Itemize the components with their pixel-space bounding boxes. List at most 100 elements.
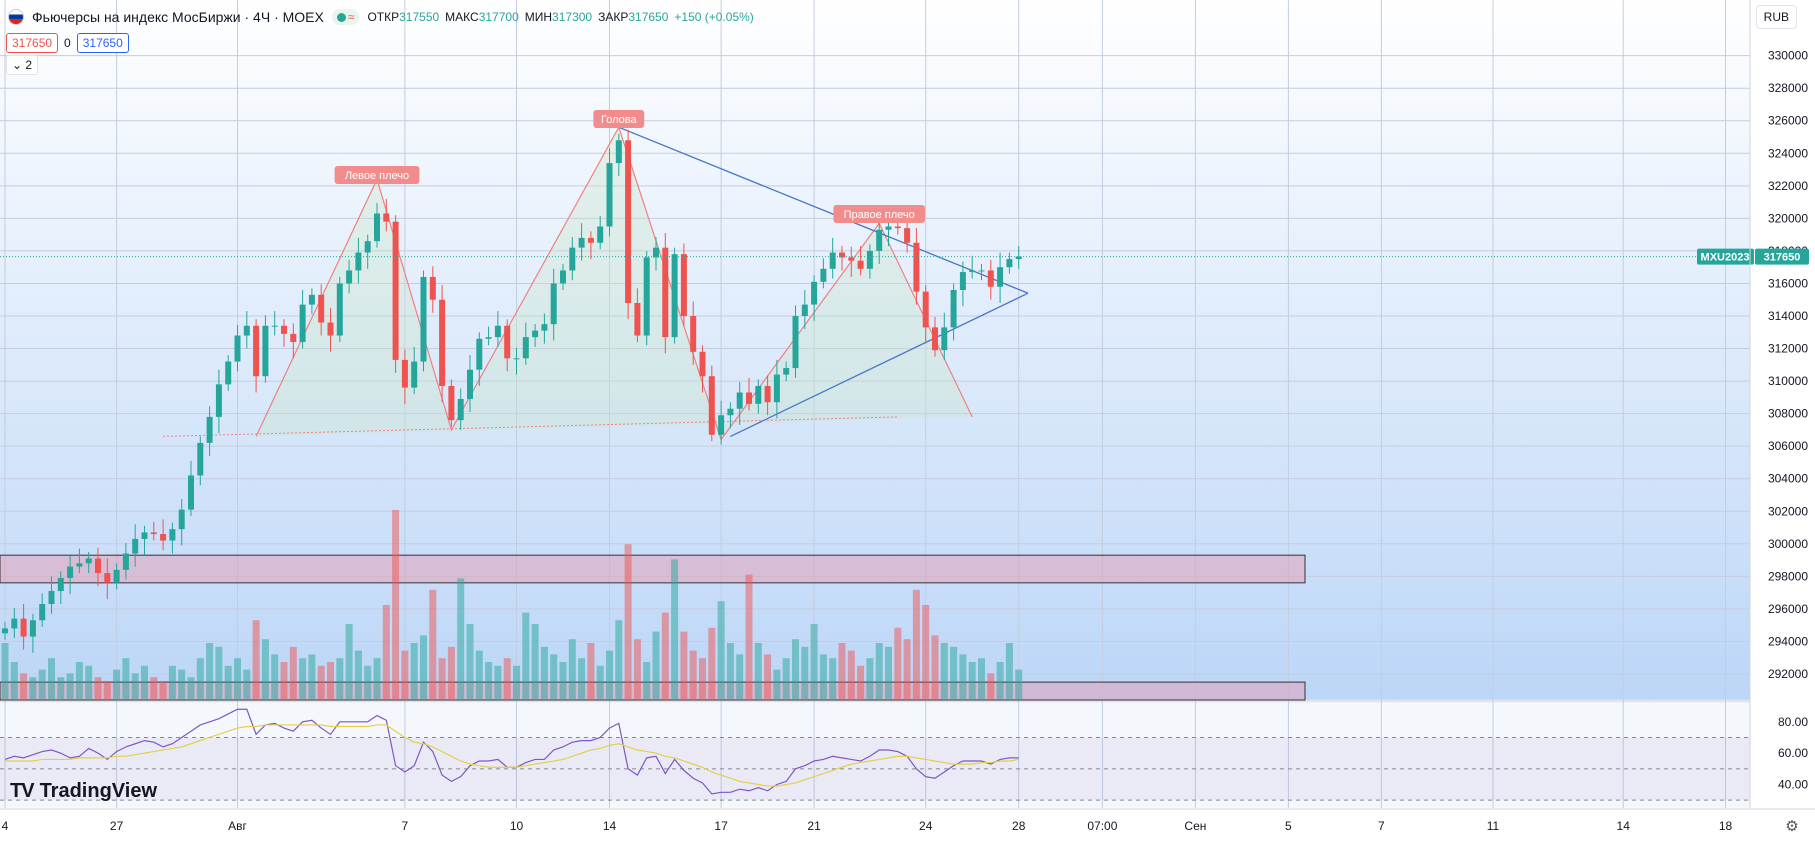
candle-body bbox=[680, 254, 687, 316]
change-value: +150 (+0.05%) bbox=[674, 10, 754, 24]
candle bbox=[48, 576, 55, 614]
volume-bar bbox=[522, 612, 530, 700]
volume-bar bbox=[875, 643, 883, 700]
time-tick-label: 4 bbox=[2, 819, 9, 833]
indicators-toggle-button[interactable]: ⌄ 2 bbox=[6, 55, 39, 75]
candle-body bbox=[811, 281, 818, 305]
volume-bar bbox=[38, 669, 46, 700]
candle bbox=[253, 319, 260, 393]
candle-body bbox=[560, 270, 566, 284]
volume-bar bbox=[578, 658, 586, 700]
volume-bar bbox=[271, 654, 279, 700]
candle-body bbox=[39, 604, 46, 621]
candle-body bbox=[550, 283, 557, 325]
currency-button[interactable]: RUB bbox=[1755, 5, 1797, 29]
candle-body bbox=[318, 294, 325, 323]
volume-bar bbox=[699, 658, 706, 700]
candle-body bbox=[606, 163, 613, 227]
candle-body bbox=[718, 415, 725, 435]
sell-price-button[interactable]: 317650 bbox=[6, 33, 59, 53]
rsi-band-fill bbox=[0, 737, 1750, 801]
candle bbox=[690, 301, 697, 365]
candle-body bbox=[150, 532, 157, 535]
price-tick-label: 320000 bbox=[1768, 211, 1808, 225]
candle-body bbox=[308, 294, 315, 305]
rsi-pane-background bbox=[0, 703, 1750, 808]
candle-body bbox=[922, 291, 929, 328]
tradingview-logo[interactable]: TV TradingView bbox=[10, 780, 157, 803]
candle-body bbox=[997, 267, 1004, 287]
candle bbox=[699, 345, 706, 393]
volume-bar bbox=[987, 673, 995, 700]
candle-body bbox=[467, 369, 473, 399]
volume-bar bbox=[10, 662, 18, 700]
volume-bar bbox=[661, 612, 669, 700]
candle bbox=[141, 525, 148, 556]
candle-body bbox=[104, 573, 111, 583]
candle bbox=[932, 316, 938, 357]
symbol-title[interactable]: Фьючерсы на индекс МосБиржи · 4Ч · MOEX bbox=[32, 9, 324, 25]
volume-bar bbox=[996, 662, 1004, 700]
candle bbox=[318, 284, 325, 336]
settings-gear-icon[interactable]: ⚙ bbox=[1785, 818, 1799, 835]
candle bbox=[439, 285, 446, 403]
volume-bar bbox=[885, 646, 892, 700]
annotation-text: Голова bbox=[601, 114, 637, 126]
volume-bar bbox=[75, 662, 83, 700]
high-label: МАКС bbox=[445, 10, 479, 24]
volume-bar bbox=[159, 681, 167, 700]
candle-body bbox=[132, 538, 139, 554]
volume-bar bbox=[20, 673, 28, 700]
volume-bar bbox=[680, 631, 688, 700]
candle-body bbox=[271, 325, 278, 327]
volume-bar bbox=[745, 574, 753, 700]
price-tick-label: 292000 bbox=[1768, 667, 1808, 681]
volume-bar bbox=[922, 605, 930, 700]
neckline bbox=[163, 416, 898, 437]
volume-bar bbox=[392, 510, 400, 700]
volume-bar bbox=[810, 624, 818, 700]
candle bbox=[773, 359, 780, 419]
logo-text: TradingView bbox=[39, 780, 158, 802]
candle bbox=[997, 252, 1004, 303]
volume-bar bbox=[652, 631, 660, 700]
candle-body bbox=[327, 322, 334, 336]
close-value: 317650 bbox=[628, 10, 669, 24]
candle bbox=[299, 289, 306, 349]
candle bbox=[783, 361, 790, 382]
candle bbox=[122, 542, 129, 580]
candle-body bbox=[708, 376, 715, 435]
volume-bar bbox=[1, 643, 9, 700]
candle bbox=[178, 499, 185, 546]
candle bbox=[225, 355, 232, 391]
time-tick-label: 11 bbox=[1487, 819, 1500, 833]
candle-body bbox=[346, 270, 353, 284]
candle-body bbox=[457, 398, 464, 421]
candle bbox=[308, 288, 315, 315]
candle bbox=[857, 246, 864, 276]
volume-bar bbox=[568, 639, 576, 700]
candle bbox=[29, 613, 36, 653]
candle-body bbox=[727, 408, 734, 416]
candle-body bbox=[48, 590, 55, 604]
candle-body bbox=[699, 351, 706, 377]
price-tick-label: 304000 bbox=[1768, 472, 1808, 486]
candle-body bbox=[178, 509, 185, 530]
volume-bar bbox=[420, 635, 427, 700]
market-status-icon[interactable]: ≈ bbox=[331, 9, 360, 25]
candle bbox=[513, 347, 520, 375]
buy-price-button[interactable]: 317650 bbox=[76, 33, 129, 53]
time-tick-label: 07:00 bbox=[1087, 819, 1117, 833]
candle-body bbox=[848, 257, 855, 261]
candle-body bbox=[225, 361, 232, 385]
candle-body bbox=[829, 252, 836, 269]
candle-body bbox=[485, 337, 492, 339]
annotation-bg bbox=[593, 110, 645, 128]
candle bbox=[904, 217, 911, 253]
candle bbox=[355, 237, 362, 284]
volume-bar bbox=[113, 669, 121, 700]
candle bbox=[11, 608, 18, 639]
candle bbox=[755, 379, 762, 414]
volume-bar bbox=[894, 627, 902, 700]
